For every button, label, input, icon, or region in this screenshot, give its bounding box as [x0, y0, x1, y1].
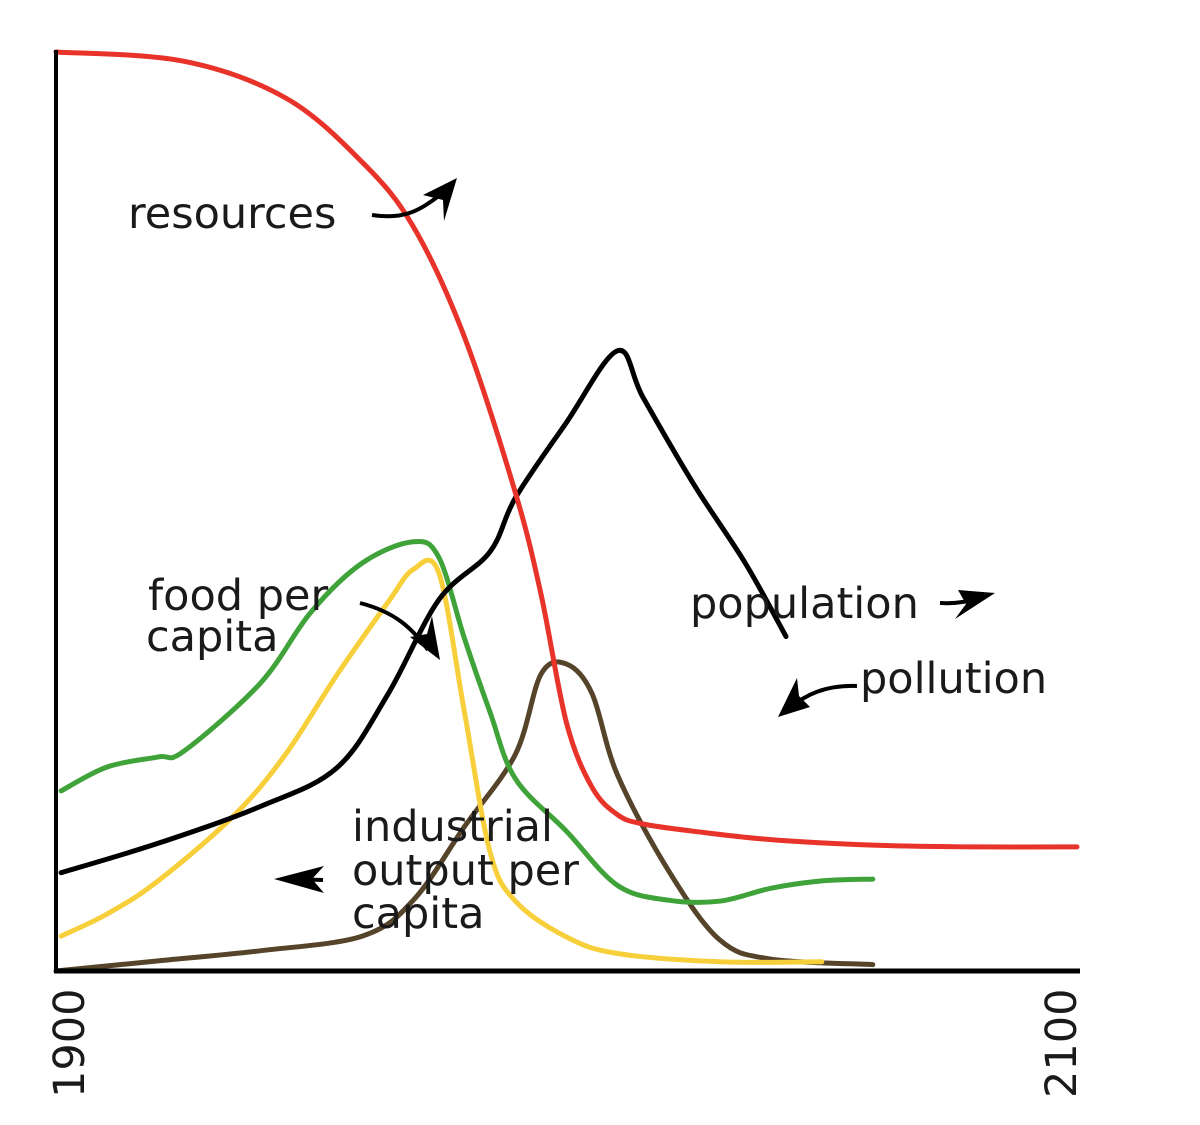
series-line-food-per-capita: [58, 539, 876, 905]
series-line-industrial-output-per-capita: [58, 557, 825, 965]
series-line-pollution: [53, 659, 876, 974]
pollution-label: pollution: [860, 654, 1047, 704]
series-line-resources: [53, 49, 1080, 850]
industrial-output-label-line2: output per: [352, 846, 579, 896]
industrial-output-arrow-icon: [274, 866, 324, 893]
population-label: population: [690, 579, 919, 629]
resources-arrow-icon: [371, 178, 457, 221]
industrial-output-label-line3: capita: [352, 889, 484, 939]
resources-label: resources: [128, 189, 336, 239]
x-tick-label-start: 1900: [45, 989, 95, 1098]
population-arrow-icon: [939, 590, 995, 619]
series-line-population: [58, 347, 789, 876]
pollution-arrow-icon: [778, 678, 858, 717]
x-tick-label-end: 2100: [1037, 989, 1087, 1098]
series-layer: [53, 49, 1080, 974]
food-per-capita-label-line2: capita: [146, 612, 278, 662]
food-per-capita-arrow-icon: [359, 601, 440, 660]
food-per-capita-label-line1: food per: [148, 571, 328, 621]
industrial-output-label-line1: industrial: [352, 802, 553, 852]
